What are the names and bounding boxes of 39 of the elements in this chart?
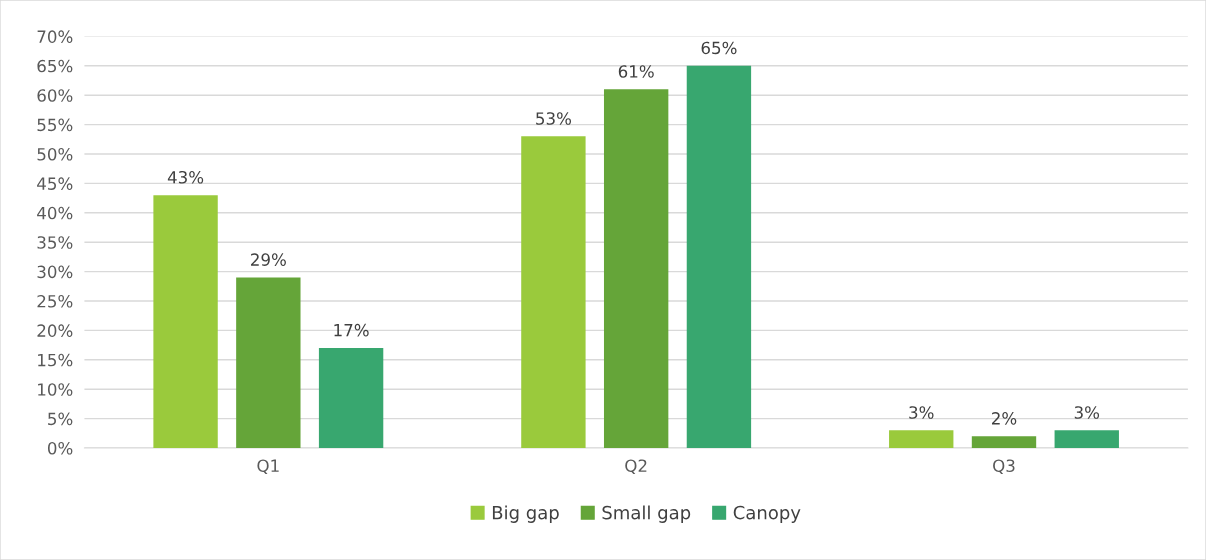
y-tick-label: 5%	[48, 412, 73, 426]
y-tick-label: 35%	[37, 236, 73, 249]
data-label: 65%	[701, 41, 737, 55]
y-tick-label: 45%	[37, 177, 73, 190]
y-tick-label: 60%	[37, 89, 73, 102]
y-tick-label: 30%	[37, 265, 73, 279]
y-tick-label: 25%	[37, 294, 73, 308]
bar	[971, 436, 1037, 448]
y-tick-label: 40%	[37, 206, 73, 220]
bar	[686, 65, 752, 448]
data-label: 2%	[992, 412, 1017, 425]
bar	[521, 136, 586, 448]
bar	[236, 277, 301, 448]
y-tick-label: 10%	[38, 383, 73, 396]
bar	[603, 89, 669, 448]
y-tick-label: 70%	[37, 30, 73, 43]
data-label: 61%	[618, 65, 654, 78]
legend-label: Small gap	[602, 505, 691, 523]
y-tick-label: 0%	[47, 441, 73, 455]
y-tick-label: 15%	[38, 353, 73, 367]
bar	[318, 348, 384, 448]
legend-label: Canopy	[733, 505, 801, 523]
y-tick-label: 55%	[37, 118, 73, 132]
data-label: 43%	[167, 170, 204, 184]
legend-label: Big gap	[492, 505, 559, 523]
x-tick-label: Q3	[993, 459, 1015, 474]
data-label: 3%	[909, 406, 934, 419]
y-tick-label: 50%	[37, 147, 73, 161]
data-label: 29%	[251, 253, 286, 266]
y-tick-label: 65%	[37, 59, 73, 73]
bar	[153, 195, 218, 448]
data-label: 3%	[1074, 406, 1100, 419]
x-tick-label: Q1	[257, 459, 279, 474]
x-tick-label: Q2	[625, 459, 647, 474]
bar	[1054, 430, 1119, 448]
y-tick-label: 20%	[37, 324, 73, 337]
bar	[889, 430, 954, 448]
data-label: 17%	[334, 323, 369, 337]
data-label: 53%	[536, 112, 572, 125]
